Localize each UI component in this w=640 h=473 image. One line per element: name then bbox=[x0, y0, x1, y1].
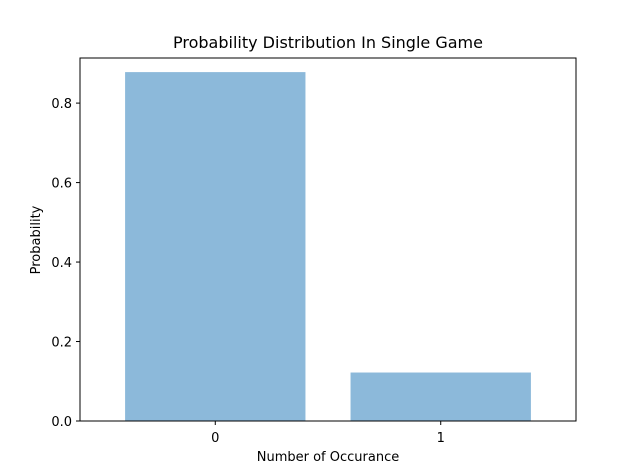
bars-layer bbox=[125, 72, 531, 421]
bar-1 bbox=[350, 372, 531, 421]
x-tick-label: 0 bbox=[211, 431, 219, 446]
y-tick-label: 0.0 bbox=[51, 415, 72, 430]
plot-area-frame bbox=[79, 57, 577, 422]
chart-title: Probability Distribution In Single Game bbox=[173, 33, 483, 52]
bar-0 bbox=[125, 72, 306, 421]
y-tick-label: 0.4 bbox=[51, 256, 72, 271]
y-tick-label: 0.8 bbox=[51, 97, 72, 112]
ticks-layer: 0 1 0.0 0.2 0.4 0.6 0.8 bbox=[51, 97, 445, 446]
y-tick-label: 0.6 bbox=[51, 177, 72, 192]
y-tick-label: 0.2 bbox=[51, 336, 72, 351]
x-axis-label: Number of Occurance bbox=[257, 450, 399, 465]
y-axis-label: Probability bbox=[29, 205, 44, 274]
x-tick-label: 1 bbox=[437, 431, 445, 446]
